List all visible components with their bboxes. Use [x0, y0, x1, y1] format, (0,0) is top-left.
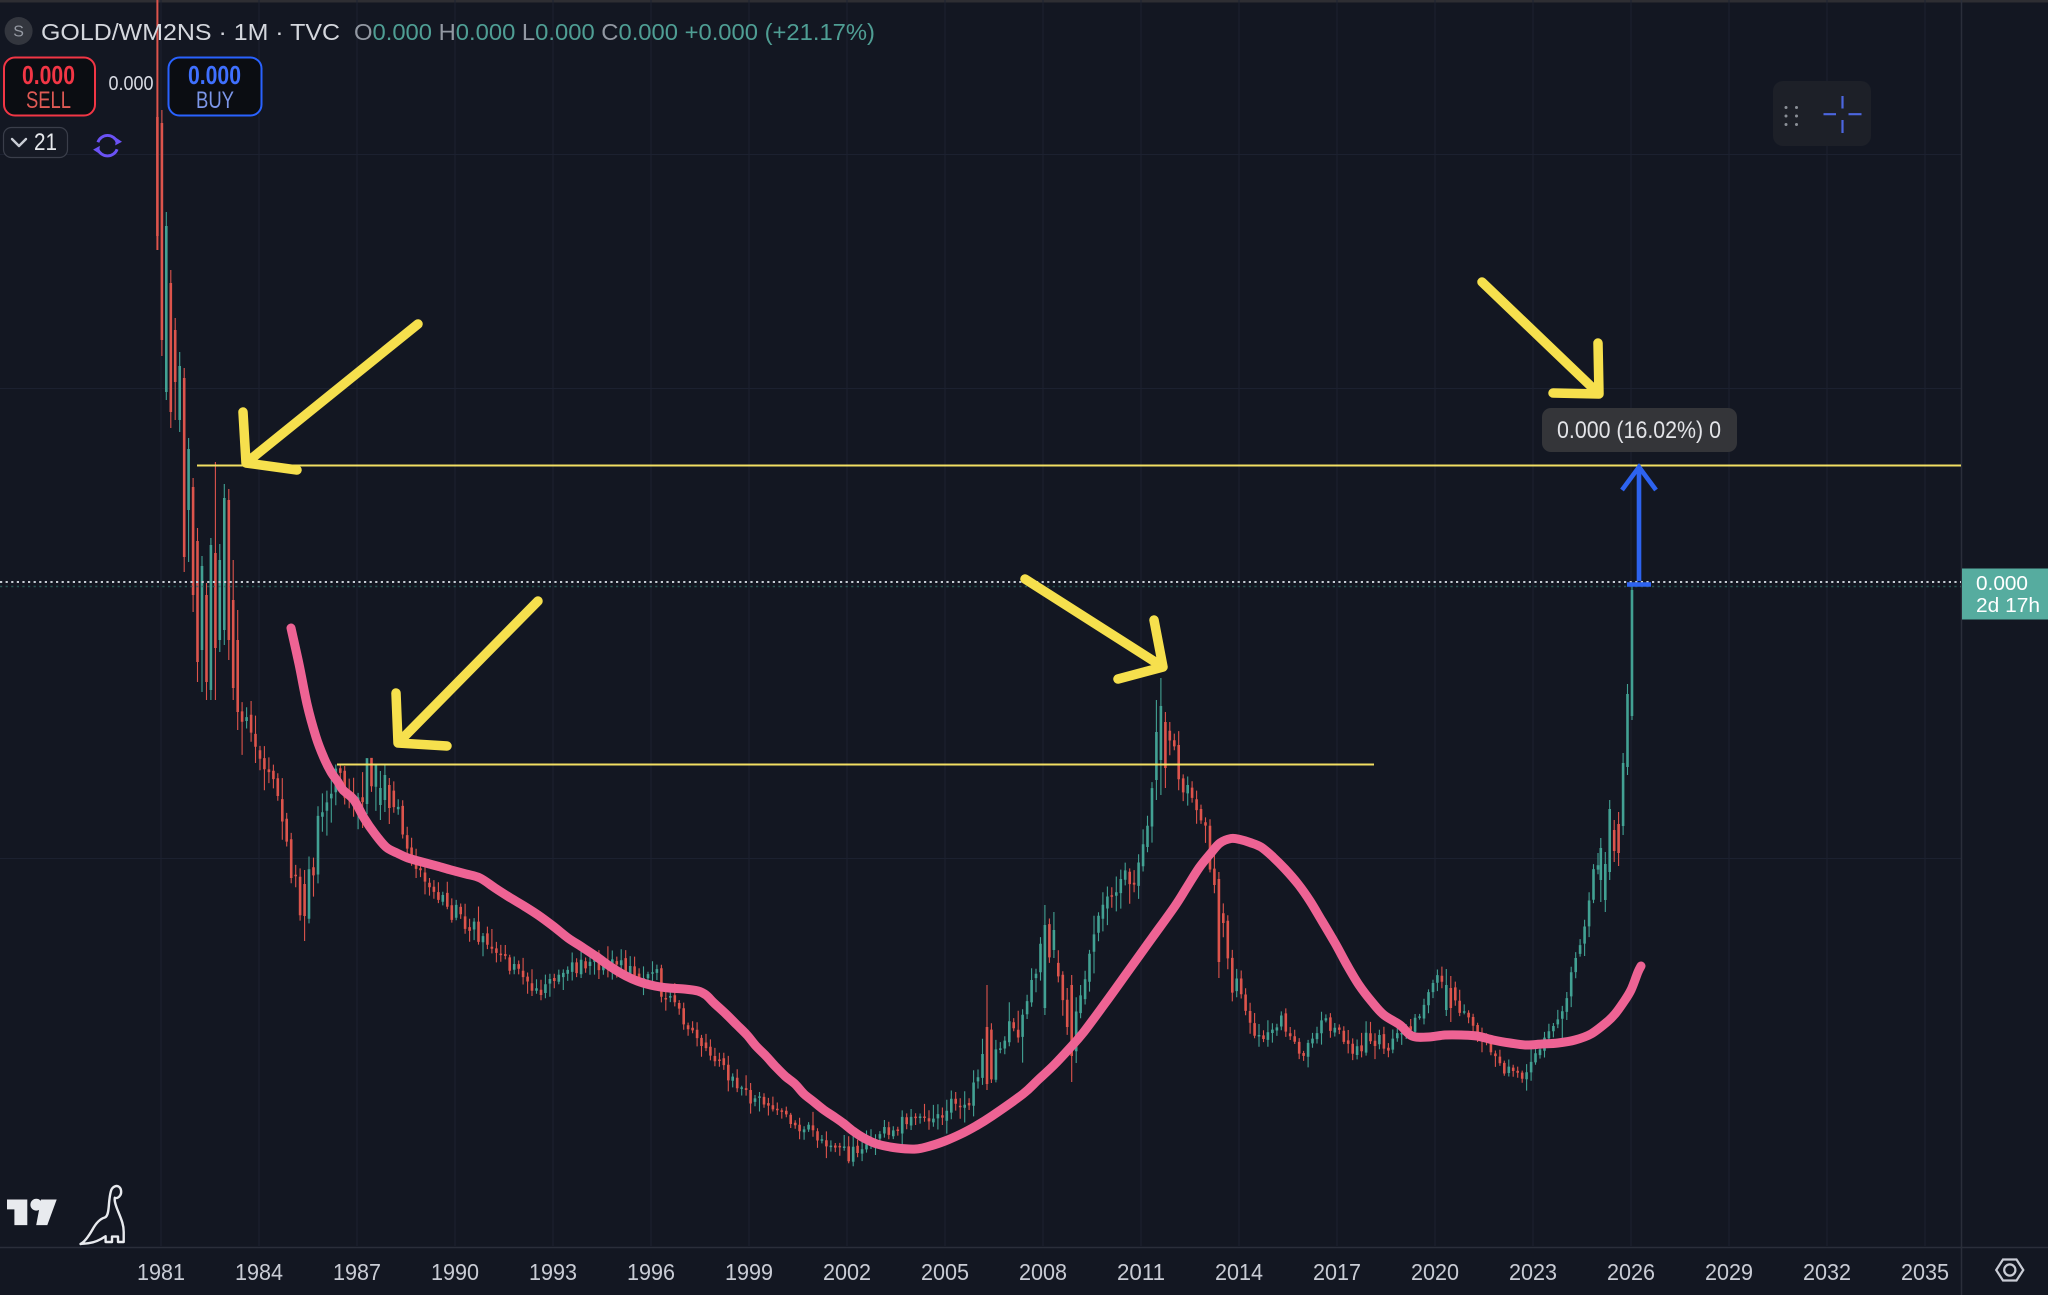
svg-text:2011: 2011 [1117, 1259, 1165, 1285]
svg-text:1999: 1999 [725, 1259, 773, 1285]
svg-text:0.000: 0.000 [109, 73, 154, 95]
svg-text:2017: 2017 [1313, 1259, 1361, 1285]
svg-text:O0.000 H0.000 L0.000 C0.000 +0: O0.000 H0.000 L0.000 C0.000 +0.000 (+21.… [354, 19, 875, 45]
svg-text:21: 21 [34, 129, 57, 156]
svg-text:0.000 (16.02%) 0: 0.000 (16.02%) 0 [1557, 417, 1721, 444]
svg-text:2035: 2035 [1901, 1259, 1949, 1285]
svg-text:2023: 2023 [1509, 1259, 1557, 1285]
svg-text:1990: 1990 [431, 1259, 479, 1285]
svg-text:2014: 2014 [1215, 1259, 1263, 1285]
svg-text:2005: 2005 [921, 1259, 969, 1285]
svg-text:2002: 2002 [823, 1259, 871, 1285]
svg-text:SELL: SELL [26, 87, 71, 114]
svg-text:0.000: 0.000 [22, 60, 75, 90]
svg-text:1981: 1981 [137, 1259, 185, 1285]
svg-text:2029: 2029 [1705, 1259, 1753, 1285]
svg-text:2026: 2026 [1607, 1259, 1655, 1285]
svg-text:2d 17h: 2d 17h [1976, 595, 2040, 617]
svg-text:1987: 1987 [333, 1259, 381, 1285]
svg-text:0.000: 0.000 [1976, 573, 2028, 595]
svg-text:2020: 2020 [1411, 1259, 1459, 1285]
svg-text:BUY: BUY [196, 87, 234, 114]
svg-text:2008: 2008 [1019, 1259, 1067, 1285]
svg-text:0.000: 0.000 [188, 60, 241, 90]
svg-text:2032: 2032 [1803, 1259, 1851, 1285]
svg-text:1984: 1984 [235, 1259, 283, 1285]
svg-text:1996: 1996 [627, 1259, 675, 1285]
svg-text:S: S [13, 24, 24, 41]
svg-text:1993: 1993 [529, 1259, 577, 1285]
svg-text:GOLD/WM2NS · 1M · TVC: GOLD/WM2NS · 1M · TVC [41, 19, 340, 45]
